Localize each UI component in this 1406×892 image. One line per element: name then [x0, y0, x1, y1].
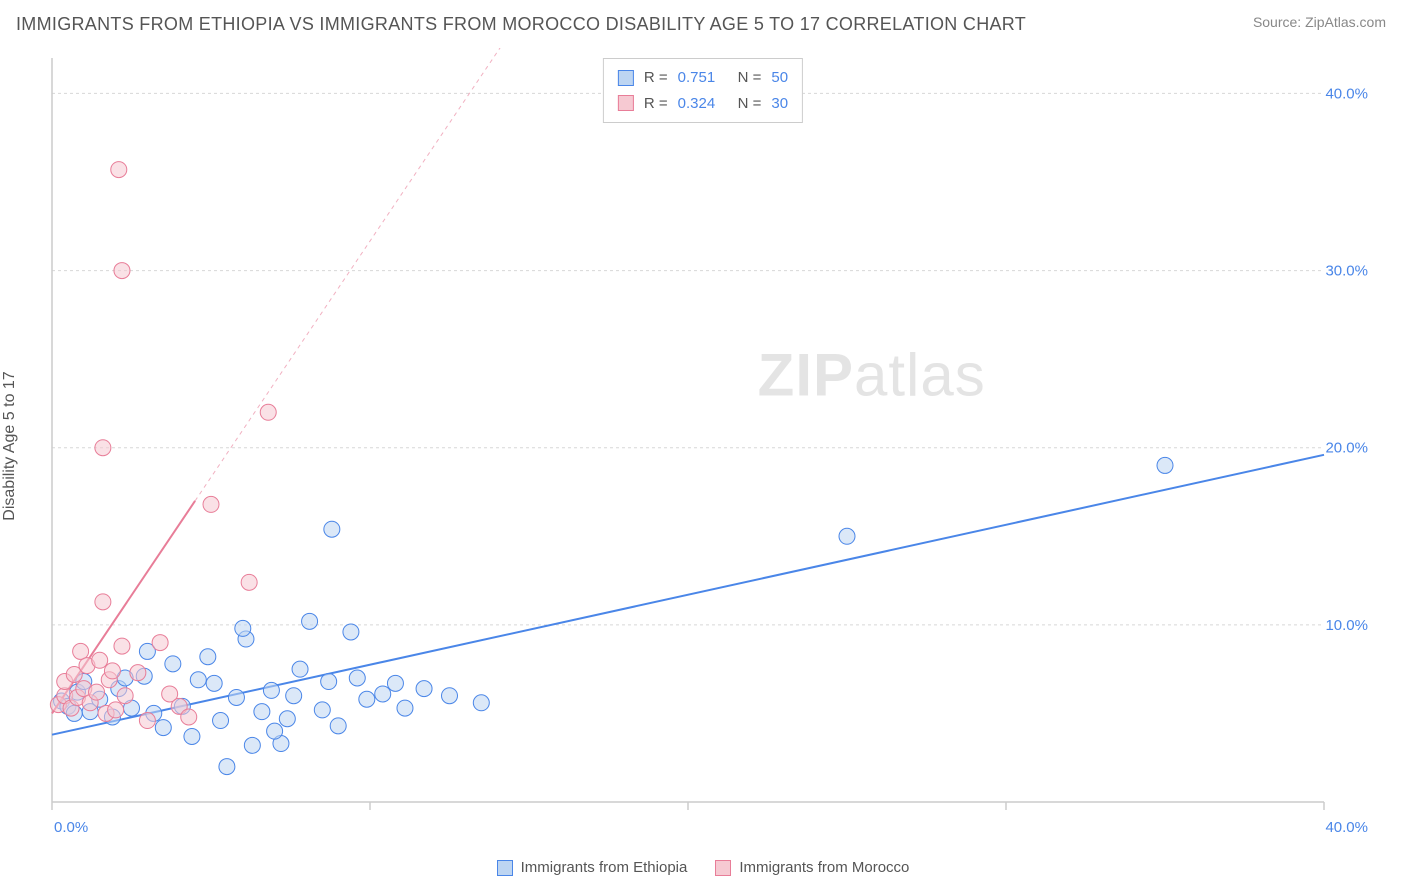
- legend-row: R = 0.324 N = 30: [618, 91, 788, 117]
- svg-text:10.0%: 10.0%: [1325, 617, 1368, 634]
- chart-title: IMMIGRANTS FROM ETHIOPIA VS IMMIGRANTS F…: [16, 14, 1026, 35]
- legend-item: Immigrants from Ethiopia: [497, 859, 688, 876]
- legend-label: Immigrants from Ethiopia: [521, 859, 688, 876]
- legend-swatch: [618, 70, 634, 86]
- svg-text:20.0%: 20.0%: [1325, 440, 1368, 457]
- svg-text:30.0%: 30.0%: [1325, 263, 1368, 280]
- n-value: 30: [771, 91, 788, 117]
- plot-area: 10.0% 20.0% 30.0% 40.0% 0.0% 40.0%: [48, 48, 1374, 836]
- legend-item: Immigrants from Morocco: [715, 859, 909, 876]
- legend-swatch: [497, 860, 513, 876]
- legend-correlation: R = 0.751 N = 50 R = 0.324 N = 30: [603, 58, 803, 123]
- n-label: N =: [738, 65, 762, 91]
- svg-text:40.0%: 40.0%: [1325, 819, 1368, 836]
- n-label: N =: [738, 91, 762, 117]
- svg-text:40.0%: 40.0%: [1325, 85, 1368, 102]
- n-value: 50: [771, 65, 788, 91]
- legend-swatch: [715, 860, 731, 876]
- r-value: 0.324: [678, 91, 728, 117]
- legend-label: Immigrants from Morocco: [739, 859, 909, 876]
- title-bar: IMMIGRANTS FROM ETHIOPIA VS IMMIGRANTS F…: [16, 14, 1386, 35]
- legend-series: Immigrants from Ethiopia Immigrants from …: [0, 859, 1406, 876]
- legend-swatch: [618, 95, 634, 111]
- legend-row: R = 0.751 N = 50: [618, 65, 788, 91]
- r-value: 0.751: [678, 65, 728, 91]
- source-label: Source: ZipAtlas.com: [1253, 14, 1386, 30]
- r-label: R =: [644, 65, 668, 91]
- scatter-chart: 10.0% 20.0% 30.0% 40.0% 0.0% 40.0%: [48, 48, 1374, 836]
- y-axis-label: Disability Age 5 to 17: [1, 371, 19, 520]
- svg-text:0.0%: 0.0%: [54, 819, 88, 836]
- r-label: R =: [644, 91, 668, 117]
